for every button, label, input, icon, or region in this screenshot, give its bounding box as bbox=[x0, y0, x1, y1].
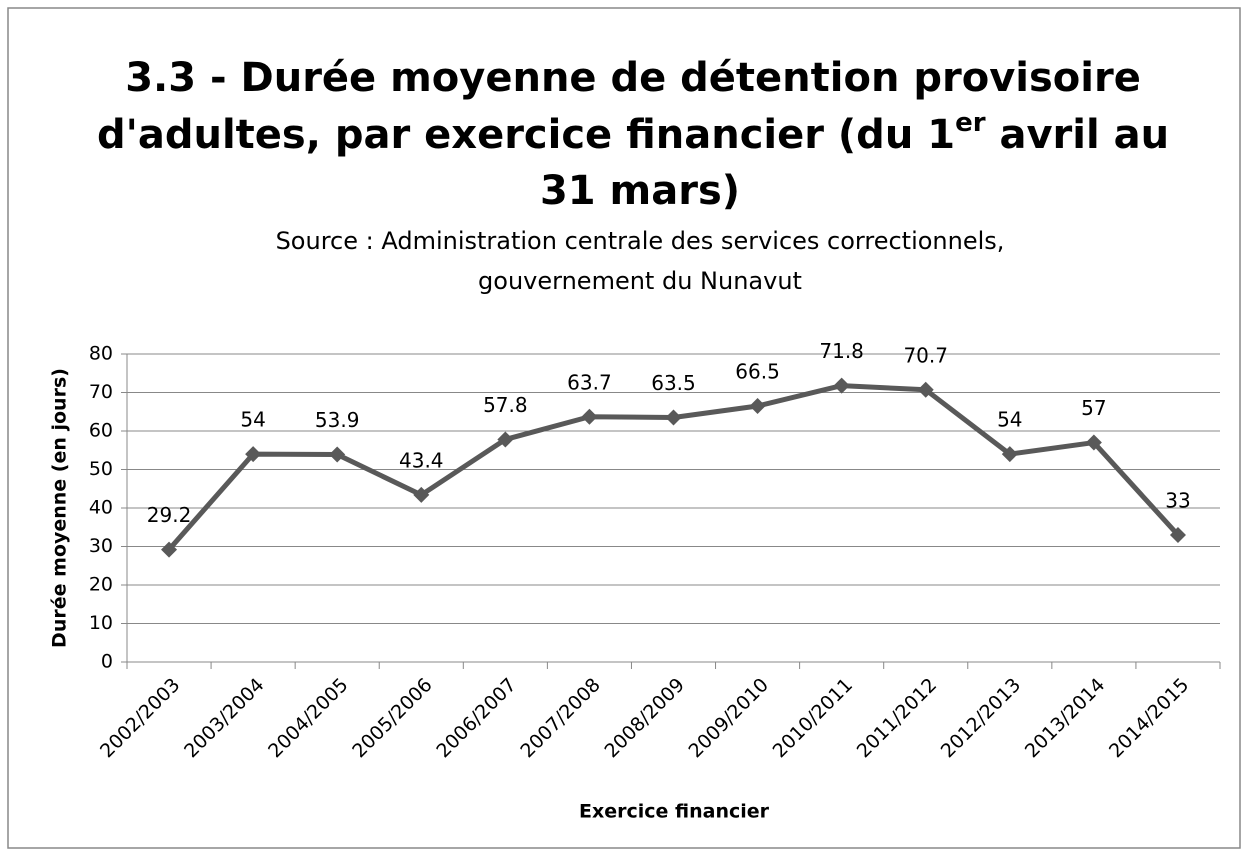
data-label: 29.2 bbox=[147, 503, 192, 527]
title-line: 31 mars) bbox=[540, 168, 740, 214]
point-marker bbox=[329, 446, 346, 463]
point-marker bbox=[497, 431, 514, 448]
data-label: 66.5 bbox=[735, 359, 780, 383]
data-label: 63.5 bbox=[651, 371, 696, 395]
y-tick-label: 30 bbox=[89, 535, 113, 557]
title-superscript: er bbox=[955, 108, 986, 138]
y-tick-label: 0 bbox=[101, 651, 113, 673]
y-tick-label: 80 bbox=[89, 343, 113, 365]
y-tick-label: 20 bbox=[89, 574, 113, 596]
data-label: 43.4 bbox=[399, 448, 444, 472]
data-label: 54 bbox=[997, 408, 1022, 432]
subtitle: Source : Administration centrale des ser… bbox=[276, 227, 1005, 255]
point-marker bbox=[581, 408, 598, 425]
x-axis-label: Exercice financier bbox=[579, 801, 770, 823]
point-marker bbox=[245, 446, 262, 463]
data-label: 54 bbox=[240, 408, 265, 432]
point-marker bbox=[833, 377, 850, 394]
subtitle: gouvernement du Nunavut bbox=[478, 267, 802, 295]
y-tick-label: 50 bbox=[89, 458, 113, 480]
title-line: d'adultes, par exercice financier (du 1 bbox=[97, 112, 955, 158]
title-line: 3.3 - Durée moyenne de détention proviso… bbox=[125, 55, 1141, 101]
y-axis-label: Durée moyenne (en jours) bbox=[49, 368, 71, 648]
point-marker bbox=[161, 541, 178, 558]
y-tick-label: 70 bbox=[89, 381, 113, 403]
data-label: 57.8 bbox=[483, 393, 528, 417]
point-marker bbox=[749, 397, 766, 414]
data-label: 70.7 bbox=[903, 343, 948, 367]
point-marker bbox=[1001, 446, 1018, 463]
chart-border bbox=[7, 7, 1241, 849]
data-label: 71.8 bbox=[819, 339, 864, 363]
data-label: 33 bbox=[1165, 488, 1190, 512]
data-label: 53.9 bbox=[315, 408, 360, 432]
title-line: avril au bbox=[986, 112, 1170, 158]
y-tick-label: 10 bbox=[89, 612, 113, 634]
point-marker bbox=[665, 409, 682, 426]
y-tick-label: 60 bbox=[89, 420, 113, 442]
data-label: 57 bbox=[1081, 396, 1106, 420]
chart-title: 3.3 - Durée moyenne de détention proviso… bbox=[97, 55, 1183, 214]
point-marker bbox=[413, 486, 430, 503]
point-marker bbox=[1085, 434, 1102, 451]
point-marker bbox=[1169, 526, 1186, 543]
y-tick-label: 40 bbox=[89, 497, 113, 519]
data-label: 63.7 bbox=[567, 370, 612, 394]
point-marker bbox=[917, 381, 934, 398]
